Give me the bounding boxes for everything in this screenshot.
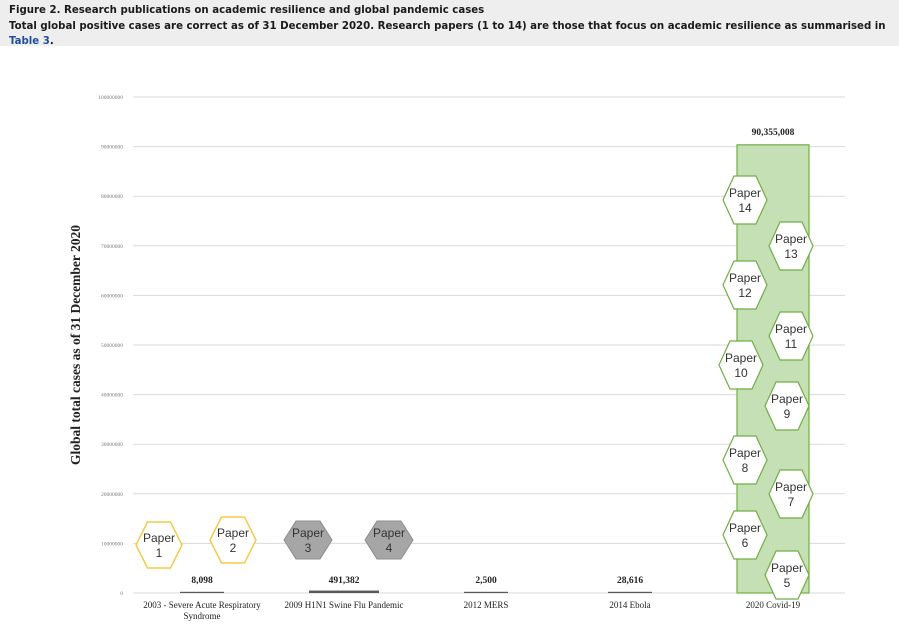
y-tick-label: 50000000	[101, 343, 123, 349]
pandemic-cases-chart: 0 10000000 20000000 30000000 40000000 5000000…	[68, 95, 845, 621]
hexagon-shape	[718, 340, 764, 390]
paper-label: Paper	[217, 526, 249, 540]
paper-number: 2	[230, 541, 237, 555]
paper-number: 11	[785, 337, 798, 351]
category-label: 2020 Covid-19	[746, 600, 801, 610]
hexagon-shape	[135, 521, 183, 569]
paper-label: Paper	[775, 480, 807, 494]
hexagon-shape	[722, 435, 768, 485]
paper-label: Paper	[292, 526, 324, 540]
bar	[464, 591, 508, 593]
value-label: 491,382	[329, 576, 360, 586]
paper-number: 8	[742, 461, 749, 475]
bar	[180, 591, 224, 593]
y-tick-label: 30000000	[101, 442, 123, 448]
category-label: 2012 MERS	[464, 600, 509, 610]
paper-number: 9	[784, 407, 791, 421]
bars	[180, 144, 810, 594]
value-label: 90,355,008	[752, 128, 795, 138]
figure-note-text: Total global positive cases are correct …	[9, 21, 886, 32]
table-3-link[interactable]: Table 3	[9, 36, 50, 47]
paper-number: 6	[742, 536, 749, 550]
figure-title: Figure 2. Research publications on acade…	[9, 5, 485, 16]
paper-label: Paper	[771, 392, 803, 406]
y-tick-label: 100000000	[98, 95, 123, 101]
paper-number: 10	[734, 366, 748, 380]
hexagon-shape	[768, 221, 814, 271]
hexagon-shape	[768, 311, 814, 361]
paper-label: Paper	[729, 446, 761, 460]
paper-label: Paper	[775, 232, 807, 246]
paper-number: 12	[738, 286, 752, 300]
paper-label: Paper	[729, 186, 761, 200]
category-labels: 2003 - Severe Acute Respiratory Syndrome 2…	[143, 600, 800, 621]
figure-caption: Figure 2. Research publications on acade…	[0, 0, 899, 47]
y-tick-label: 70000000	[101, 244, 123, 250]
category-label: 2009 H1N1 Swine Flu Pandemic	[285, 600, 404, 610]
hexagon-shape	[722, 510, 768, 560]
hexagon-shape	[283, 520, 333, 560]
value-label: 8,098	[191, 576, 213, 586]
paper-label: Paper	[771, 561, 803, 575]
paper-number: 14	[738, 201, 752, 215]
y-axis-ticks: 0 10000000 20000000 30000000 40000000 5000000…	[98, 95, 123, 597]
y-tick-label: 90000000	[101, 145, 123, 151]
figure-note: Total global positive cases are correct …	[9, 19, 899, 47]
category-label: 2014 Ebola	[609, 600, 650, 610]
paper-label: Paper	[729, 521, 761, 535]
bar	[608, 591, 652, 593]
paper-number: 5	[784, 576, 791, 590]
paper-label: Paper	[373, 526, 405, 540]
bar	[309, 590, 379, 593]
y-tick-label: 60000000	[101, 293, 123, 299]
hexagon-shape	[364, 520, 414, 560]
hexagon-shape	[764, 550, 810, 600]
figure-note-end: .	[49, 36, 54, 47]
paper-number: 1	[156, 546, 163, 560]
value-label: 28,616	[617, 576, 643, 586]
paper-number: 3	[305, 541, 312, 555]
y-tick-label: 80000000	[101, 194, 123, 200]
hexagon-shape	[722, 175, 768, 225]
category-label: 2003 - Severe Acute Respiratory Syndrome	[143, 600, 261, 621]
y-tick-label: 40000000	[101, 393, 123, 399]
hexagon-shape	[722, 260, 768, 310]
paper-number: 7	[788, 495, 795, 509]
y-tick-label: 10000000	[101, 541, 123, 547]
y-axis-label: Global total cases as of 31 December 202…	[68, 225, 83, 465]
paper-label: Paper	[729, 271, 761, 285]
y-tick-label: 0	[120, 591, 123, 597]
hexagon-shape	[764, 381, 810, 431]
paper-label: Paper	[775, 322, 807, 336]
paper-label: Paper	[725, 351, 757, 365]
value-label: 2,500	[475, 576, 497, 586]
hexagon-shape	[209, 516, 257, 564]
value-labels: 8,098 491,382 2,500 28,616 90,355,008	[191, 128, 794, 586]
paper-markers: Paper1Paper2Paper3Paper4Paper5Paper6Pape…	[135, 175, 814, 600]
paper-number: 4	[386, 541, 393, 555]
hexagon-shape	[768, 469, 814, 519]
y-tick-label: 20000000	[101, 492, 123, 498]
paper-number: 13	[784, 247, 798, 261]
paper-label: Paper	[143, 531, 175, 545]
